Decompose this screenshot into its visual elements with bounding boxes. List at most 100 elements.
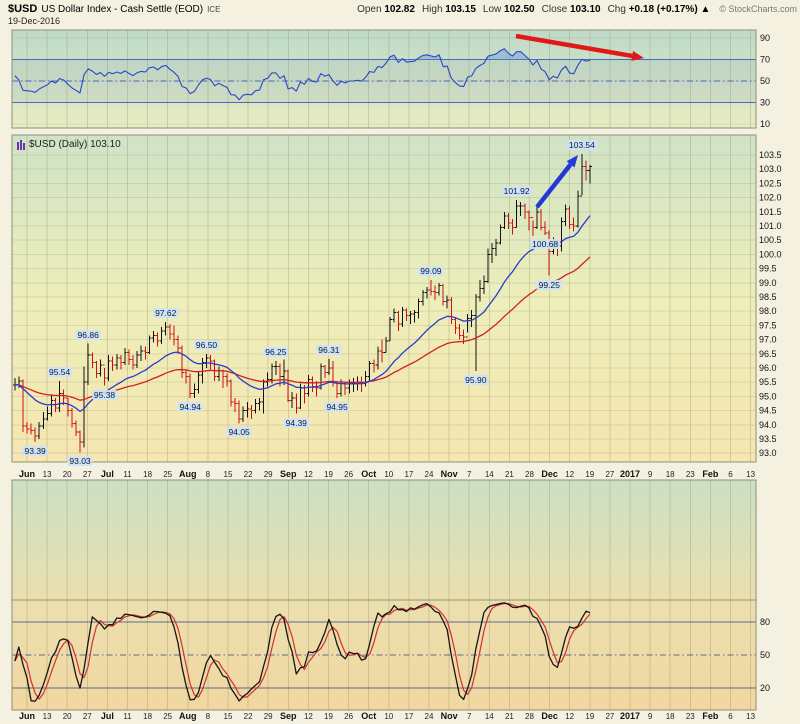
x-axis-label: Jun bbox=[19, 711, 35, 721]
x-axis-label: 24 bbox=[425, 712, 434, 721]
x-axis-label: 27 bbox=[83, 712, 92, 721]
x-axis-label: 19 bbox=[585, 470, 594, 479]
x-axis-label: 10 bbox=[384, 470, 393, 479]
panel-backgrounds bbox=[12, 30, 756, 710]
ma-fast-line bbox=[14, 215, 591, 413]
x-axis-label: Jul bbox=[101, 469, 114, 479]
x-axis-label: 20 bbox=[63, 712, 72, 721]
x-axis-label: 29 bbox=[264, 712, 273, 721]
x-axis-label: 15 bbox=[224, 470, 233, 479]
price-axis-label: 97.5 bbox=[759, 320, 777, 330]
x-axis-label: 18 bbox=[143, 470, 152, 479]
chart-date: 19-Dec-2016 bbox=[8, 16, 61, 26]
quote-low: Low 102.50 bbox=[483, 4, 535, 15]
x-axis-label: Sep bbox=[280, 469, 297, 479]
quote-value: 102.50 bbox=[504, 4, 535, 15]
x-axis-label: Jul bbox=[101, 711, 114, 721]
main-panel-label: $USD (Daily) 103.10 bbox=[17, 139, 121, 150]
x-axis-label: 7 bbox=[467, 712, 472, 721]
x-axis-label: 17 bbox=[404, 470, 413, 479]
x-axis-label: 15 bbox=[224, 712, 233, 721]
x-axis-label: 12 bbox=[565, 470, 574, 479]
x-axis-label: 13 bbox=[746, 470, 755, 479]
x-axis-label: 21 bbox=[505, 470, 514, 479]
x-axis-label: Nov bbox=[441, 711, 458, 721]
price-axis-label: 100.5 bbox=[759, 235, 782, 245]
x-axis-label: 22 bbox=[244, 712, 253, 721]
stochastic-indicator bbox=[14, 602, 591, 702]
x-axis-label: Oct bbox=[361, 711, 376, 721]
chart-title: US Dollar Index - Cash Settle (EOD) bbox=[41, 4, 204, 15]
exchange-label: ICE bbox=[207, 5, 221, 14]
x-axis-label: 25 bbox=[163, 470, 172, 479]
quote-close: Close 103.10 bbox=[542, 4, 601, 15]
panel-borders bbox=[11, 29, 757, 711]
x-axis-label: 18 bbox=[143, 712, 152, 721]
price-axis-label: 102.5 bbox=[759, 178, 782, 188]
x-axis-label: 27 bbox=[605, 712, 614, 721]
x-axis-label: 25 bbox=[163, 712, 172, 721]
x-axis-label: Dec bbox=[541, 711, 558, 721]
x-axis-label: 18 bbox=[666, 712, 675, 721]
x-axis-label: 29 bbox=[264, 470, 273, 479]
x-axis-label: 26 bbox=[344, 470, 353, 479]
x-axis-label: 2017 bbox=[620, 469, 640, 479]
price-axis-label: 95.5 bbox=[759, 377, 777, 387]
x-axis-label: 8 bbox=[206, 470, 211, 479]
x-axis-label: 20 bbox=[63, 470, 72, 479]
x-axis-label: 24 bbox=[425, 470, 434, 479]
price-axis-label: 102.0 bbox=[759, 193, 782, 203]
x-axis-label: 14 bbox=[485, 470, 494, 479]
axis-labels: 93.0 93.5 94.0 94.5 95.0 95.5 96.0 96.5 97.0 97.5… bbox=[19, 33, 782, 721]
stoch-axis-label: 50 bbox=[760, 650, 770, 660]
x-axis-label: 19 bbox=[324, 470, 333, 479]
price-axis-label: 94.5 bbox=[759, 406, 777, 416]
rsi-axis-label: 10 bbox=[760, 119, 770, 129]
quote-value: +0.18 (+0.17%) bbox=[628, 4, 698, 15]
chart-header: $USD US Dollar Index - Cash Settle (EOD)… bbox=[8, 3, 797, 15]
x-axis-label: 6 bbox=[728, 470, 733, 479]
x-axis-label: 27 bbox=[83, 470, 92, 479]
rsi-line bbox=[14, 48, 591, 101]
x-axis-label: 8 bbox=[206, 712, 211, 721]
x-axis-label: 28 bbox=[525, 712, 534, 721]
x-axis-label: 7 bbox=[467, 470, 472, 479]
x-axis-label: 11 bbox=[123, 712, 132, 721]
x-axis-label: 9 bbox=[648, 712, 653, 721]
quote-label: Close bbox=[541, 4, 568, 15]
quote-open: Open 102.82 bbox=[357, 4, 415, 15]
rsi-indicator bbox=[14, 48, 591, 101]
x-axis-label: 21 bbox=[505, 712, 514, 721]
price-axis-label: 93.0 bbox=[759, 448, 777, 458]
price-breakout-arrow bbox=[535, 155, 578, 209]
price-axis-label: 97.0 bbox=[759, 335, 777, 345]
stoch-axis-label: 20 bbox=[760, 683, 770, 693]
ohlc-bars bbox=[12, 153, 592, 453]
price-axis-label: 96.5 bbox=[759, 349, 777, 359]
quote-chg: Chg +0.18 (+0.17%) ▲ bbox=[608, 4, 711, 15]
x-axis-label: 6 bbox=[728, 712, 733, 721]
x-axis-label: 17 bbox=[404, 712, 413, 721]
x-axis-label: Dec bbox=[541, 469, 558, 479]
quote-high: High 103.15 bbox=[422, 4, 476, 15]
main-panel-label-text: $USD (Daily) 103.10 bbox=[29, 139, 121, 150]
x-axis-label: 18 bbox=[666, 470, 675, 479]
rsi-axis-label: 50 bbox=[760, 76, 770, 86]
price-axis-label: 98.5 bbox=[759, 292, 777, 302]
quote-label: Chg bbox=[607, 4, 626, 15]
rsi-trend-arrow bbox=[515, 33, 644, 61]
up-arrow-icon: ▲ bbox=[700, 4, 711, 15]
quote-value: 103.10 bbox=[569, 4, 601, 15]
x-axis-label: 9 bbox=[648, 470, 653, 479]
x-axis-label: Feb bbox=[702, 711, 719, 721]
x-axis-label: 10 bbox=[384, 712, 393, 721]
x-axis-label: 11 bbox=[123, 470, 132, 479]
rsi-axis-label: 30 bbox=[760, 98, 770, 108]
price-axis-label: 99.0 bbox=[759, 278, 777, 288]
x-axis-label: 28 bbox=[525, 470, 534, 479]
x-axis-label: 12 bbox=[304, 470, 313, 479]
x-axis-label: 27 bbox=[605, 470, 614, 479]
price-axis-label: 103.0 bbox=[759, 164, 782, 174]
x-axis-label: Feb bbox=[702, 469, 719, 479]
